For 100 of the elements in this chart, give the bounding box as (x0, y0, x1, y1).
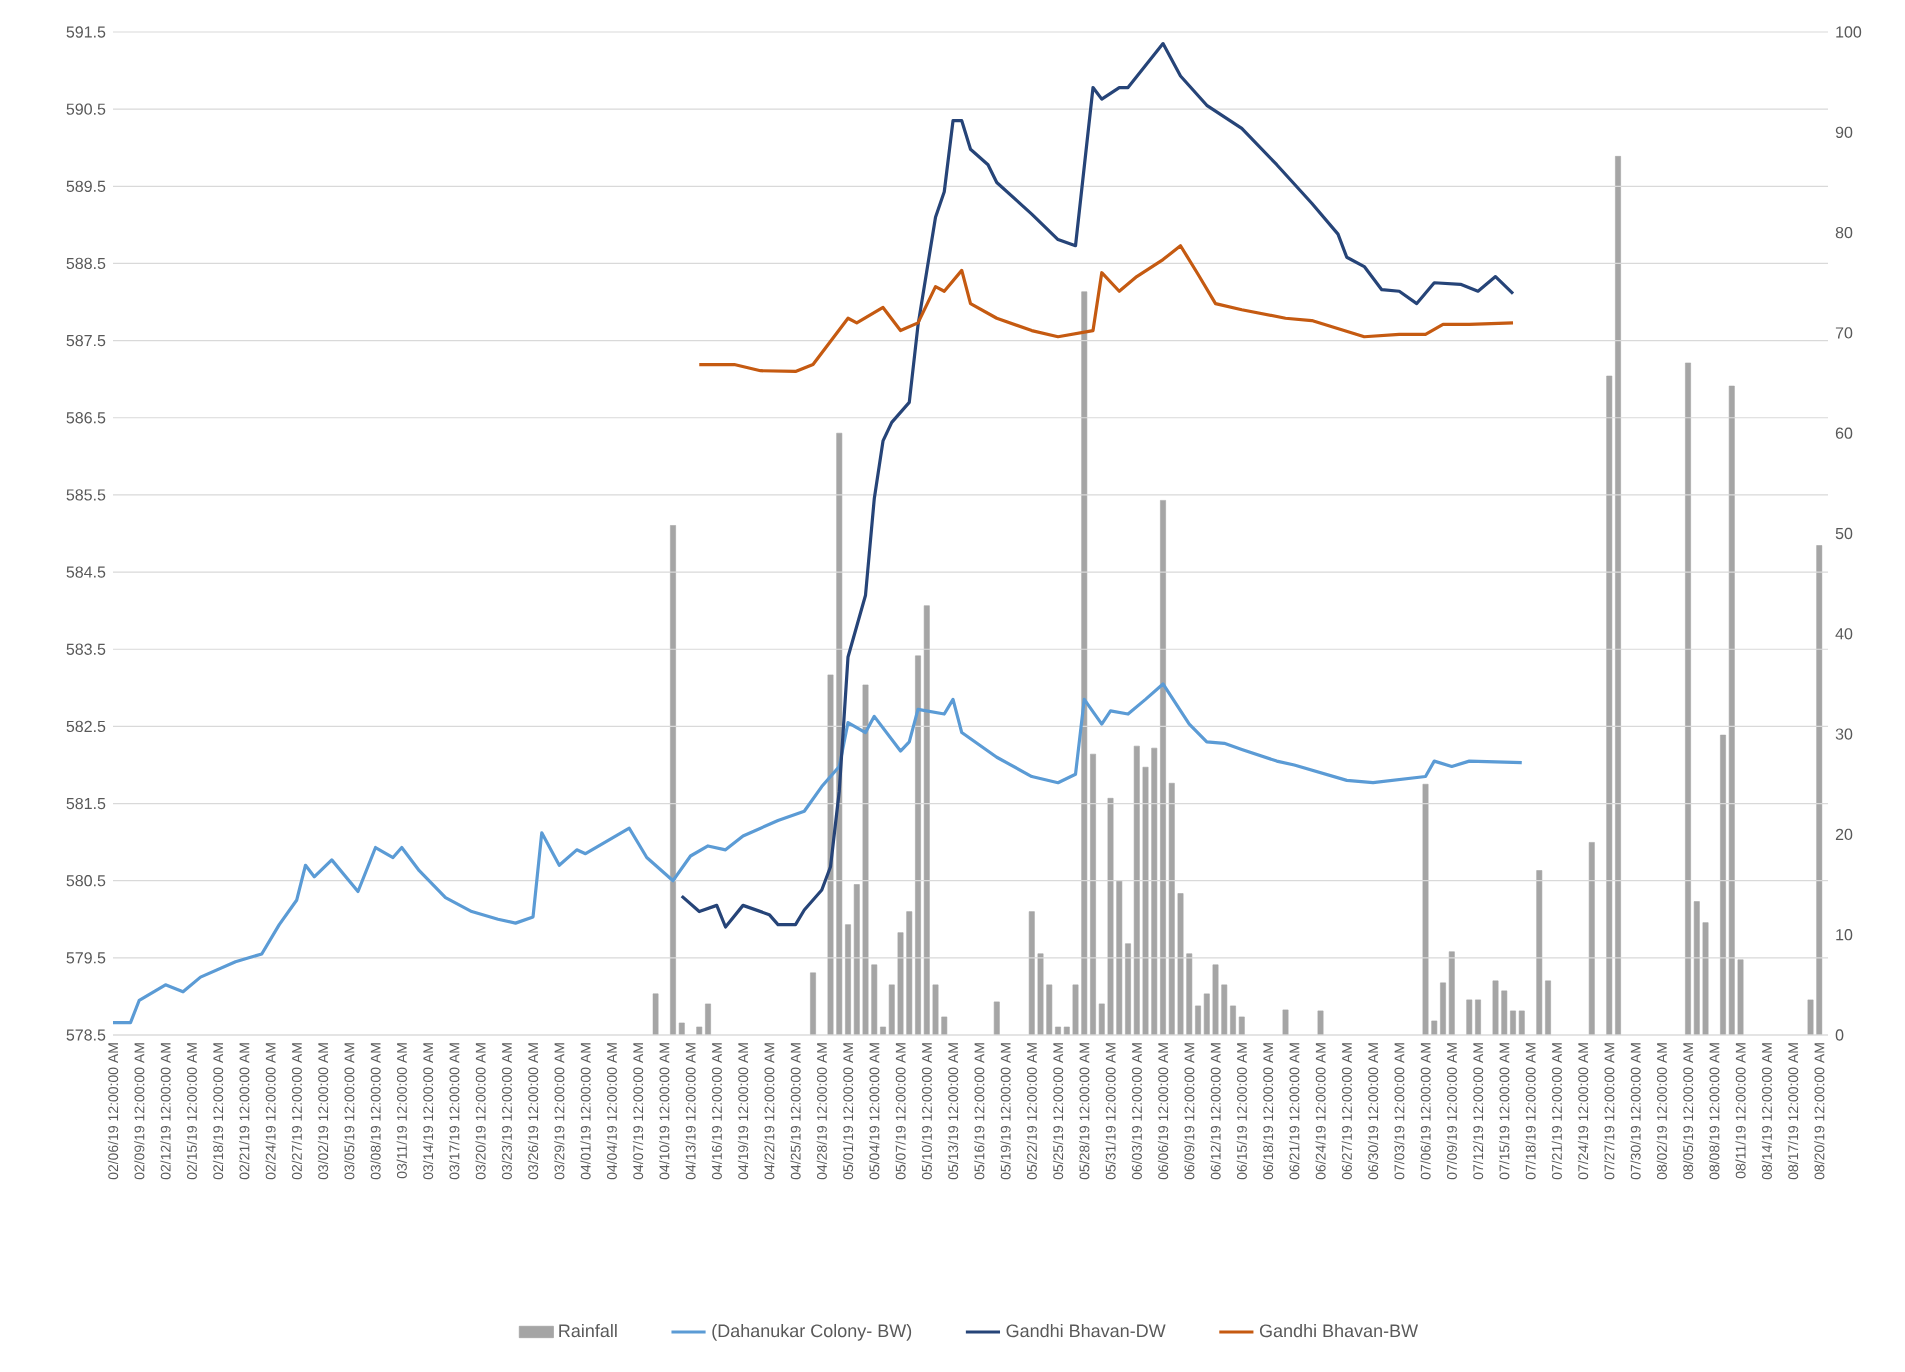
x-tick-label: 03/17/19 12:00:00 AM (449, 1043, 460, 1180)
x-tick-label: 05/28/19 12:00:00 AM (1079, 1043, 1090, 1180)
bar (1107, 797, 1114, 1035)
bar (1807, 999, 1814, 1035)
bar (1440, 982, 1446, 1035)
x-tick-label: 07/03/19 12:00:00 AM (1394, 1043, 1405, 1180)
y-tick-label: 588.5 (66, 257, 106, 270)
x-tick-label: 08/20/19 12:00:00 AM (1814, 1043, 1825, 1180)
bar (1125, 943, 1131, 1035)
x-tick-label: 04/25/19 12:00:00 AM (790, 1043, 801, 1180)
y-tick-label: 583.5 (66, 643, 106, 655)
y2-tick-label: 70 (1835, 327, 1853, 339)
bar (652, 993, 659, 1035)
x-tick-label: 04/01/19 12:00:00 AM (580, 1043, 591, 1180)
x-tick-label: 05/01/19 12:00:00 AM (842, 1043, 854, 1180)
y-tick-label: 581.5 (66, 797, 106, 810)
bar (1168, 782, 1175, 1035)
x-tick-label: 07/24/19 12:00:00 AM (1577, 1043, 1589, 1180)
y2-tick-label: 90 (1835, 126, 1853, 138)
x-tick-label: 03/14/19 12:00:00 AM (422, 1043, 434, 1180)
x-tick-label: 08/11/19 12:00:00 AM (1735, 1043, 1746, 1179)
bar (871, 964, 878, 1035)
bar (1588, 842, 1595, 1035)
bar (1055, 1026, 1061, 1035)
x-tick-label: 03/05/19 12:00:00 AM (344, 1043, 355, 1180)
bar (1693, 901, 1700, 1035)
x-tick-label: 07/15/19 12:00:00 AM (1499, 1043, 1510, 1180)
x-tick-label: 03/29/19 12:00:00 AM (554, 1043, 565, 1180)
bar (932, 984, 939, 1035)
bar (1037, 953, 1044, 1035)
x-tick-label: 04/28/19 12:00:00 AM (816, 1043, 827, 1180)
bar (845, 924, 851, 1035)
bar (1151, 747, 1158, 1035)
x-tick-label: 05/19/19 12:00:00 AM (1000, 1043, 1011, 1180)
x-tick-label: 04/22/19 12:00:00 AM (764, 1043, 775, 1180)
bar (1072, 984, 1079, 1035)
x-tick-label: 04/16/19 12:00:00 AM (711, 1043, 722, 1180)
x-tick-label: 03/11/19 12:00:00 AM (396, 1043, 407, 1179)
legend-label: Gandhi Bhavan-DW (1006, 1323, 1166, 1338)
y-tick-label: 591.5 (66, 26, 106, 38)
x-tick-label: 03/23/19 12:00:00 AM (501, 1043, 512, 1180)
bar (1046, 984, 1053, 1035)
x-tick-label: 03/20/19 12:00:00 AM (475, 1043, 486, 1180)
x-tick-label: 06/15/19 12:00:00 AM (1236, 1043, 1247, 1180)
bar (1133, 745, 1140, 1035)
bar (888, 984, 895, 1035)
y2-tick-label: 30 (1835, 728, 1853, 740)
bar (1685, 362, 1691, 1035)
bar (836, 432, 843, 1035)
bar (1431, 1020, 1438, 1035)
y2-tick-label: 50 (1835, 527, 1853, 540)
x-tick-label: 06/03/19 12:00:00 AM (1131, 1043, 1142, 1180)
bar (1606, 375, 1613, 1035)
bar (678, 1022, 685, 1035)
y2-tick-label: 10 (1836, 929, 1853, 941)
x-tick-label: 02/12/19 12:00:00 AM (160, 1043, 171, 1180)
x-tick-label: 02/27/19 12:00:00 AM (291, 1043, 302, 1180)
bar (1028, 911, 1035, 1035)
bar (1238, 1016, 1245, 1035)
x-tick-label: 08/14/19 12:00:00 AM (1761, 1043, 1772, 1180)
bar (862, 684, 869, 1035)
x-tick-label: 04/19/19 12:00:00 AM (737, 1043, 749, 1180)
bar (1422, 783, 1429, 1035)
bar (923, 605, 930, 1035)
x-tick-label: 02/09/19 12:00:00 AM (134, 1043, 145, 1180)
bar (1518, 1010, 1525, 1035)
x-tick-label: 03/02/19 12:00:00 AM (317, 1043, 329, 1180)
bar (827, 674, 834, 1035)
bar (1702, 922, 1709, 1035)
x-tick-label: 03/08/19 12:00:00 AM (370, 1043, 381, 1180)
x-tick-label: 02/24/19 12:00:00 AM (265, 1043, 276, 1180)
x-tick-label: 05/07/19 12:00:00 AM (895, 1043, 906, 1180)
x-tick-label: 08/02/19 12:00:00 AM (1656, 1043, 1667, 1180)
x-tick-label: 05/31/19 12:00:00 AM (1105, 1043, 1116, 1180)
y-tick-label: 590.5 (66, 103, 106, 115)
bar (1221, 984, 1228, 1035)
x-tick-label: 08/05/19 12:00:00 AM (1682, 1043, 1694, 1180)
bar (915, 655, 921, 1035)
y2-tick-label: 20 (1835, 828, 1853, 841)
legend-label: Rainfall (559, 1323, 617, 1338)
x-tick-label: 08/17/19 12:00:00 AM (1787, 1043, 1799, 1180)
y2-tick-label: 0 (1835, 1029, 1844, 1041)
bar (1282, 1009, 1289, 1035)
y-tick-label: 589.5 (66, 180, 106, 192)
y2-tick-label: 60 (1835, 427, 1853, 439)
x-tick-label: 07/21/19 12:00:00 AM (1551, 1043, 1562, 1180)
x-tick-label: 08/08/19 12:00:00 AM (1709, 1043, 1720, 1180)
bar (670, 525, 676, 1035)
x-tick-label: 05/13/19 12:00:00 AM (947, 1043, 959, 1180)
bar (1098, 1003, 1105, 1035)
bar (1195, 1005, 1201, 1035)
x-tick-label: 07/12/19 12:00:00 AM (1472, 1043, 1484, 1180)
y-tick-label: 578.5 (66, 1029, 106, 1041)
x-tick-label: 05/25/19 12:00:00 AM (1052, 1043, 1064, 1180)
bar (1090, 753, 1096, 1035)
y-tick-label: 580.5 (66, 875, 106, 887)
bar (1728, 385, 1735, 1035)
bar (1816, 545, 1823, 1035)
x-tick-label: 06/30/19 12:00:00 AM (1367, 1043, 1379, 1180)
bar (1317, 1010, 1324, 1035)
